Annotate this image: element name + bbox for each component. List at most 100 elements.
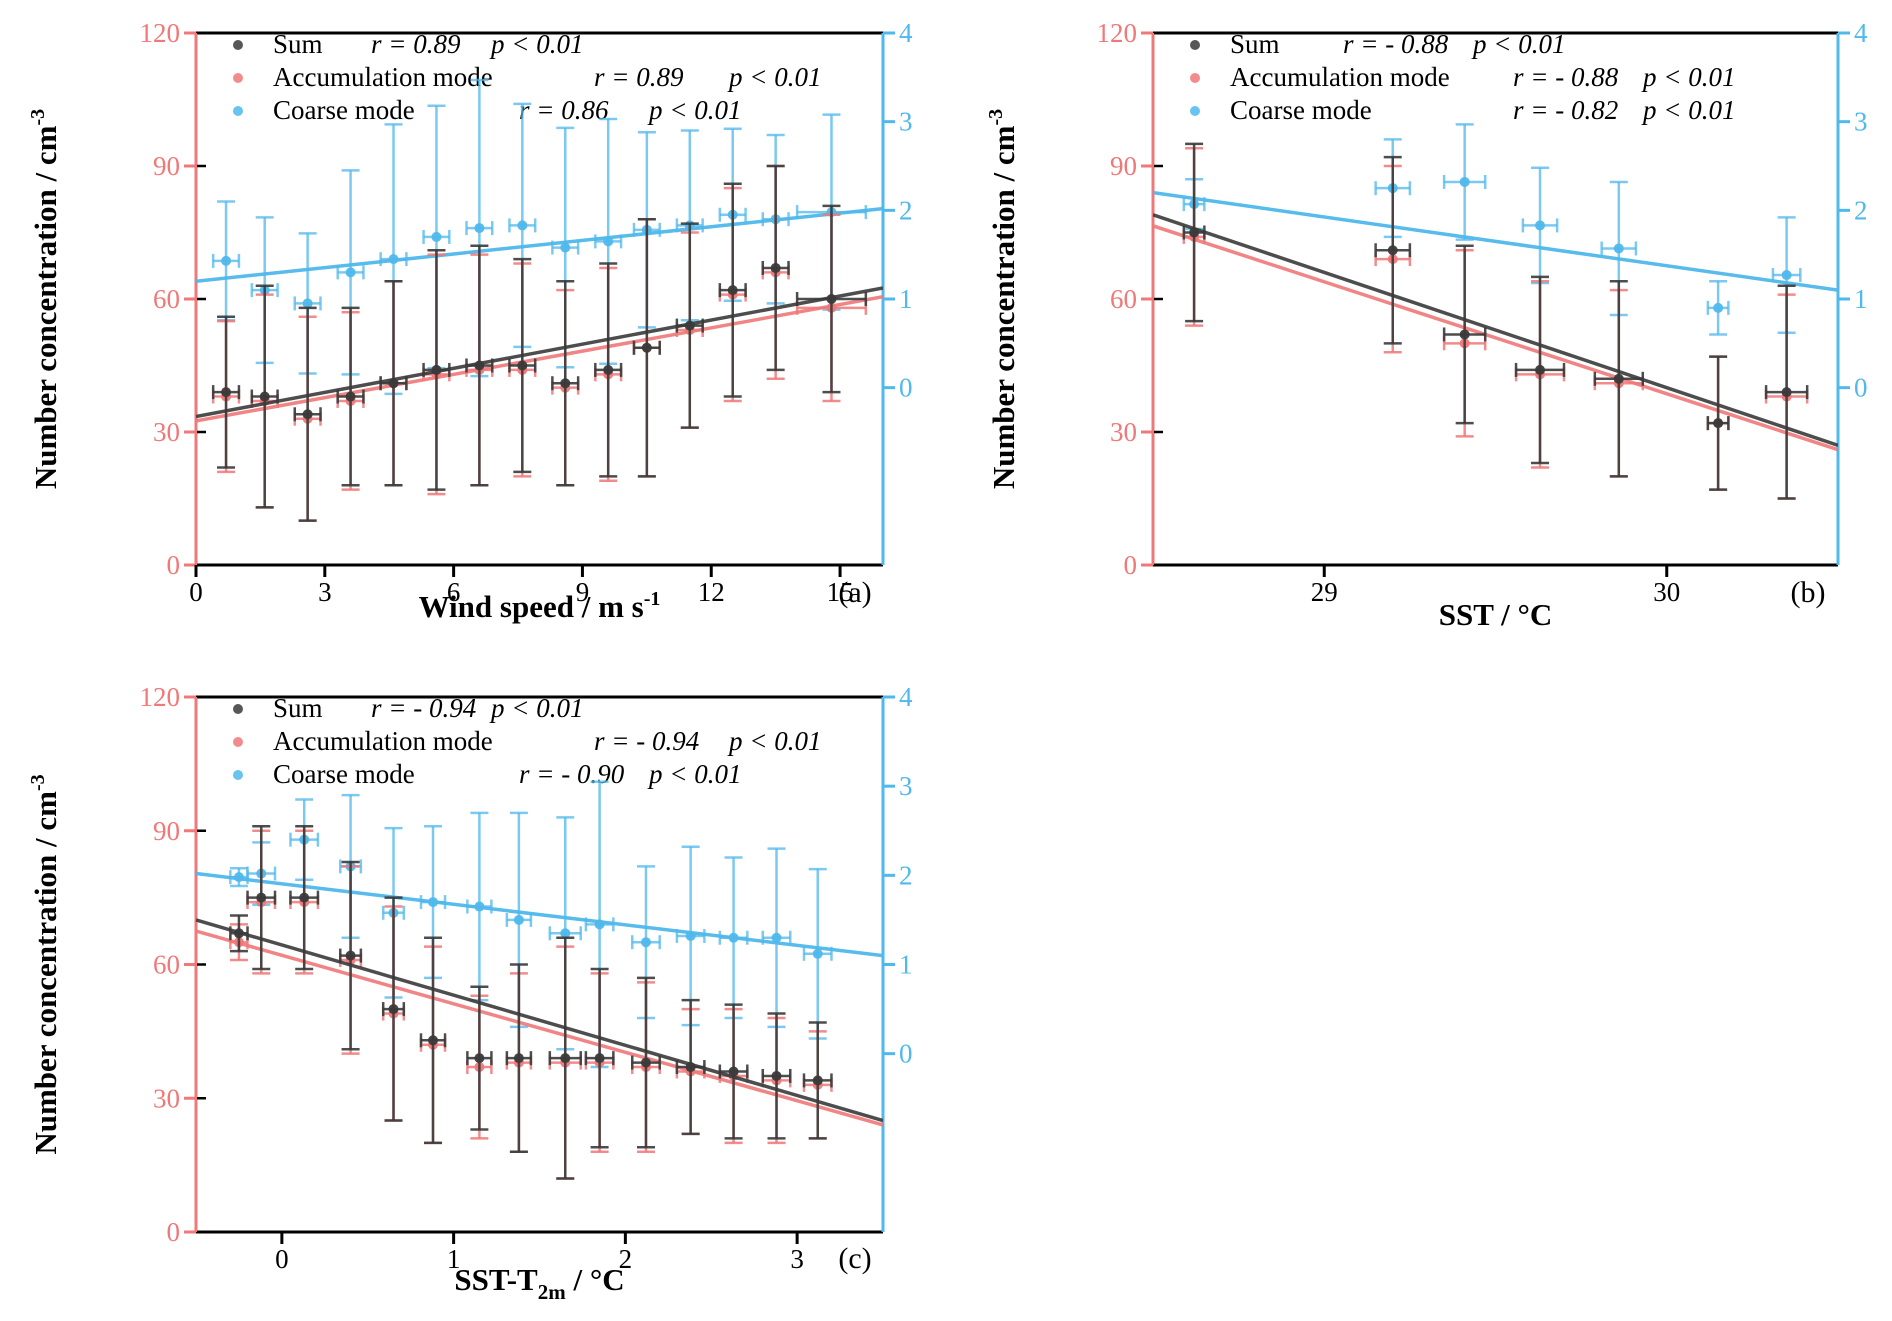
data-point-sum <box>1781 387 1792 398</box>
legend-marker-coarse <box>1190 106 1200 116</box>
data-point-sum <box>684 320 695 331</box>
data-point-coarse <box>345 267 356 278</box>
data-point-sum <box>771 1070 782 1081</box>
left-y-tick-label: 30 <box>1110 417 1137 447</box>
right-y-tick-label: 1 <box>1854 284 1868 314</box>
right-y-tick-label: 0 <box>1854 373 1868 403</box>
x-tick-label: 3 <box>318 577 332 607</box>
data-point-sum <box>1387 245 1398 256</box>
data-point-sum <box>641 342 652 353</box>
fit-line-sum <box>196 286 883 419</box>
left-y-tick-label: 30 <box>153 417 180 447</box>
legend-marker-sum <box>1190 40 1200 50</box>
y-axis-title-text: Number concentration / cm <box>986 125 1021 489</box>
right-y-tick-label: 4 <box>1854 18 1868 48</box>
right-y-tick-label: 0 <box>899 373 913 403</box>
data-point-sum <box>826 294 837 304</box>
legend-p-value: p < 0.01 <box>489 693 583 723</box>
data-point-sum <box>770 262 781 273</box>
data-point-coarse <box>513 914 524 925</box>
legend-label: Accumulation mode <box>1230 62 1450 92</box>
data-point-sum <box>640 1057 651 1068</box>
left-y-tick-label: 30 <box>153 1083 180 1113</box>
data-point-sum <box>1459 329 1470 340</box>
x-axis-title: SST / °C <box>1439 597 1553 632</box>
x-axis-title: Wind speed / m s-1 <box>419 588 661 624</box>
legend-marker-accumulation <box>233 73 243 83</box>
y-axis-title: Number concentration / cm-3 <box>27 109 63 489</box>
data-point-coarse <box>771 932 782 943</box>
fit-line-coarse <box>196 206 883 284</box>
legend-r-value: r = - 0.90 <box>519 759 625 789</box>
legend-r-value: r = - 0.88 <box>1343 29 1449 59</box>
data-layer <box>196 78 883 522</box>
legend-marker-coarse <box>233 770 243 780</box>
legend-p-value: p < 0.01 <box>1641 95 1735 125</box>
left-y-tick-label-shadow: 60 <box>153 950 180 980</box>
left-y-tick-label-shadow: 0 <box>1124 550 1138 580</box>
x-tick-label: 0 <box>275 1244 289 1274</box>
right-y-tick-label: 3 <box>1854 107 1868 137</box>
legend-marker-coarse <box>233 106 243 116</box>
fit-line-accumulation <box>1153 224 1838 452</box>
legend-p-value: p < 0.01 <box>727 726 821 756</box>
right-y-tick-label: 4 <box>899 682 913 712</box>
legend-r-value: r = - 0.94 <box>371 693 476 723</box>
left-y-tick-label: 90 <box>153 816 180 846</box>
fit-line-sum <box>196 918 883 1123</box>
data-point-coarse <box>1713 302 1724 313</box>
data-point-coarse <box>640 937 651 948</box>
left-y-tick-label: 60 <box>153 284 180 314</box>
right-y-tick-label: 3 <box>899 771 913 801</box>
left-y-tick-label-shadow: 90 <box>153 151 180 181</box>
right-y-tick-label: 2 <box>899 860 913 890</box>
left-y-tick-label-shadow: 120 <box>1097 18 1138 48</box>
data-point-sum <box>812 1075 823 1086</box>
x-axis-title-unit: / °C <box>566 1262 625 1297</box>
legend-p-value: p < 0.01 <box>1641 62 1735 92</box>
fit-line-coarse <box>1153 190 1838 292</box>
left-y-tick-label-shadow: 90 <box>153 816 180 846</box>
legend-p-value: p < 0.01 <box>1471 29 1565 59</box>
left-y-tick-label: 90 <box>1110 151 1137 181</box>
data-point-coarse <box>302 298 313 309</box>
data-point-sum <box>560 378 571 389</box>
x-axis-title-subscript: 2m <box>538 1280 567 1304</box>
x-tick-label: 6 <box>447 577 461 607</box>
y-axis-title-text: Number concentration / cm <box>28 791 63 1155</box>
x-tick-label: 9 <box>576 577 590 607</box>
legend-label: Coarse mode <box>273 95 415 125</box>
left-y-tick-label: 90 <box>153 151 180 181</box>
x-tick-label: 0 <box>189 577 203 607</box>
data-point-coarse <box>1781 270 1792 281</box>
data-point-sum <box>513 1053 524 1064</box>
legend-r-value: r = - 0.88 <box>1513 62 1619 92</box>
x-axis-title: SST-T2m / °C <box>454 1262 624 1304</box>
legend-label: Accumulation mode <box>273 726 493 756</box>
x-axis-title-text: SST-T <box>454 1262 538 1297</box>
legend-p-value: p < 0.01 <box>647 95 741 125</box>
y-axis-title-superscript: -3 <box>985 109 1007 126</box>
data-point-sum <box>256 892 267 903</box>
data-point-sum <box>388 1004 399 1015</box>
right-y-tick-label: 2 <box>899 195 913 225</box>
data-point-coarse <box>1535 220 1546 231</box>
data-point-sum <box>233 928 244 939</box>
data-layer <box>1153 123 1838 500</box>
left-y-tick-label-shadow: 0 <box>167 550 181 580</box>
data-point-sum <box>302 409 313 420</box>
y-axis-title-superscript: -3 <box>27 109 49 126</box>
data-point-sum <box>728 1066 739 1077</box>
right-y-tick-label: 1 <box>899 950 913 980</box>
legend-label: Coarse mode <box>1230 95 1372 125</box>
fit-line-sum <box>1153 213 1838 447</box>
data-point-coarse <box>685 930 696 941</box>
left-y-tick-label-shadow: 0 <box>167 1217 181 1247</box>
left-y-tick-label-shadow: 30 <box>153 1083 180 1113</box>
data-point-coarse <box>517 220 528 231</box>
data-point-sum <box>388 378 399 389</box>
data-point-coarse <box>812 948 823 959</box>
data-point-sum <box>1613 373 1624 384</box>
